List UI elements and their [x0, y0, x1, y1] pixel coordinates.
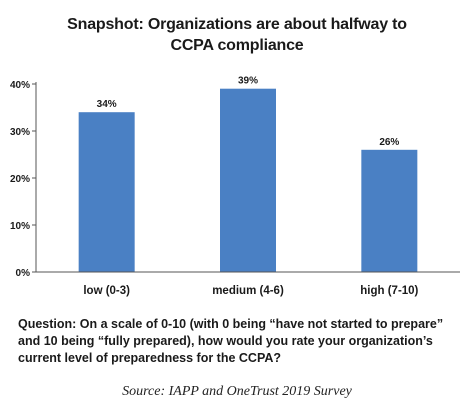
y-tick-label: 40%: [10, 80, 30, 91]
bar-value-label: 26%: [379, 137, 399, 148]
bar: [220, 88, 276, 272]
y-tick-label: 20%: [10, 174, 30, 185]
y-tick-label: 0%: [16, 268, 31, 279]
source-citation: Source: IAPP and OneTrust 2019 Survey: [122, 384, 352, 399]
survey-question: Question: On a scale of 0-10 (with 0 bei…: [18, 317, 444, 365]
bar-value-label: 34%: [97, 99, 117, 110]
x-category-label: high (7-10): [360, 285, 418, 297]
bar-value-label: 39%: [238, 76, 258, 87]
bar: [361, 149, 418, 272]
bar: [78, 112, 135, 272]
y-tick-label: 10%: [10, 221, 30, 232]
x-category-label: medium (4-6): [212, 285, 284, 297]
chart-title-line-2: CCPA compliance: [170, 37, 304, 54]
y-tick-label: 30%: [10, 127, 30, 138]
bar-chart: 0% 10% 20% 30% 40% 34% low (0-3) 39% medium (4-6…: [10, 76, 460, 297]
x-category-label: low (0-3): [83, 285, 130, 297]
chart-title-line-1: Snapshot: Organizations are about halfwa…: [67, 16, 407, 33]
chart-title: Snapshot: Organizations are about halfwa…: [0, 14, 474, 56]
